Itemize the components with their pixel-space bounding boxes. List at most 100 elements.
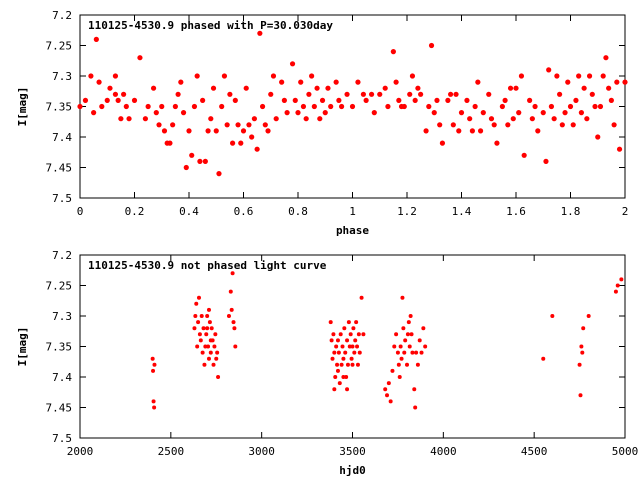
- data-point: [213, 128, 219, 134]
- data-point: [355, 79, 361, 85]
- data-point: [600, 73, 606, 79]
- data-point: [401, 326, 406, 331]
- data-point: [613, 289, 618, 294]
- data-point: [118, 116, 124, 122]
- data-point: [410, 350, 415, 355]
- data-point: [615, 283, 620, 288]
- data-point: [606, 85, 612, 91]
- data-point: [170, 122, 176, 128]
- data-point: [396, 97, 402, 103]
- data-point: [385, 103, 391, 110]
- data-point: [383, 387, 388, 392]
- data-point: [254, 146, 260, 152]
- data-point: [202, 158, 208, 164]
- data-point: [123, 103, 129, 110]
- data-point: [421, 326, 426, 331]
- x-tick-label: 0: [77, 205, 84, 218]
- data-point: [335, 338, 340, 343]
- data-point: [477, 128, 484, 134]
- data-point: [546, 67, 552, 73]
- x-tick-label: 2: [622, 205, 629, 218]
- data-point: [464, 97, 470, 103]
- data-point: [265, 128, 271, 134]
- data-point: [289, 61, 296, 67]
- data-point: [453, 91, 459, 97]
- data-point: [357, 350, 362, 355]
- data-point: [193, 314, 198, 318]
- data-point: [93, 36, 99, 43]
- data-point: [419, 350, 424, 355]
- data-point: [390, 49, 396, 55]
- y-axis-label: I[mag]: [16, 327, 29, 367]
- data-point: [565, 79, 571, 85]
- data-point: [88, 73, 94, 79]
- data-point: [550, 314, 555, 318]
- data-point: [428, 42, 435, 49]
- data-point: [345, 338, 350, 343]
- data-point: [295, 110, 301, 116]
- data-point: [183, 164, 189, 171]
- data-point: [281, 97, 287, 103]
- data-point: [345, 362, 350, 367]
- data-point: [328, 103, 334, 110]
- data-point: [159, 103, 165, 110]
- data-point: [191, 103, 198, 110]
- data-point: [354, 320, 359, 325]
- data-point: [431, 110, 437, 116]
- data-point: [445, 97, 451, 103]
- data-point: [475, 79, 481, 85]
- data-point: [377, 91, 383, 97]
- data-point: [392, 344, 397, 349]
- x-tick-label: 0.8: [288, 205, 308, 218]
- data-point: [198, 338, 203, 343]
- data-point: [205, 128, 211, 134]
- data-point: [104, 97, 110, 103]
- data-point: [228, 289, 233, 294]
- data-point: [406, 320, 411, 325]
- data-point: [142, 116, 148, 122]
- data-point: [206, 344, 211, 349]
- x-tick-label: 5000: [612, 445, 639, 458]
- data-point: [306, 91, 312, 97]
- data-point: [541, 356, 546, 361]
- data-point: [581, 85, 587, 91]
- data-point: [499, 103, 505, 110]
- data-point: [153, 110, 159, 116]
- y-tick-label: 7.45: [46, 162, 73, 175]
- data-point: [388, 399, 393, 404]
- data-point: [343, 350, 348, 355]
- data-point: [240, 128, 247, 134]
- data-point: [303, 116, 309, 122]
- data-point: [232, 326, 237, 331]
- data-point: [137, 55, 143, 61]
- y-tick-label: 7.25: [46, 280, 73, 293]
- data-point: [469, 128, 475, 134]
- data-point: [423, 344, 428, 349]
- y-tick-label: 7.5: [52, 192, 72, 205]
- data-point: [488, 116, 495, 122]
- data-point: [151, 399, 156, 404]
- data-point: [581, 326, 586, 331]
- data-point: [405, 362, 409, 367]
- data-point: [351, 326, 356, 331]
- data-point: [399, 356, 404, 361]
- data-point: [257, 30, 263, 36]
- data-point: [180, 110, 187, 116]
- data-point: [99, 103, 105, 110]
- data-point: [194, 73, 200, 79]
- data-point: [216, 375, 221, 379]
- data-point: [456, 128, 462, 134]
- data-point: [395, 350, 400, 355]
- data-point: [77, 103, 83, 110]
- data-point: [350, 362, 355, 367]
- data-point: [557, 91, 563, 97]
- data-point: [505, 122, 511, 128]
- data-point: [112, 91, 119, 97]
- data-point: [412, 97, 418, 103]
- data-point: [394, 332, 399, 337]
- data-point: [333, 375, 338, 379]
- data-point: [491, 122, 497, 128]
- data-point: [251, 116, 257, 122]
- data-point: [311, 103, 317, 110]
- data-point: [434, 97, 440, 103]
